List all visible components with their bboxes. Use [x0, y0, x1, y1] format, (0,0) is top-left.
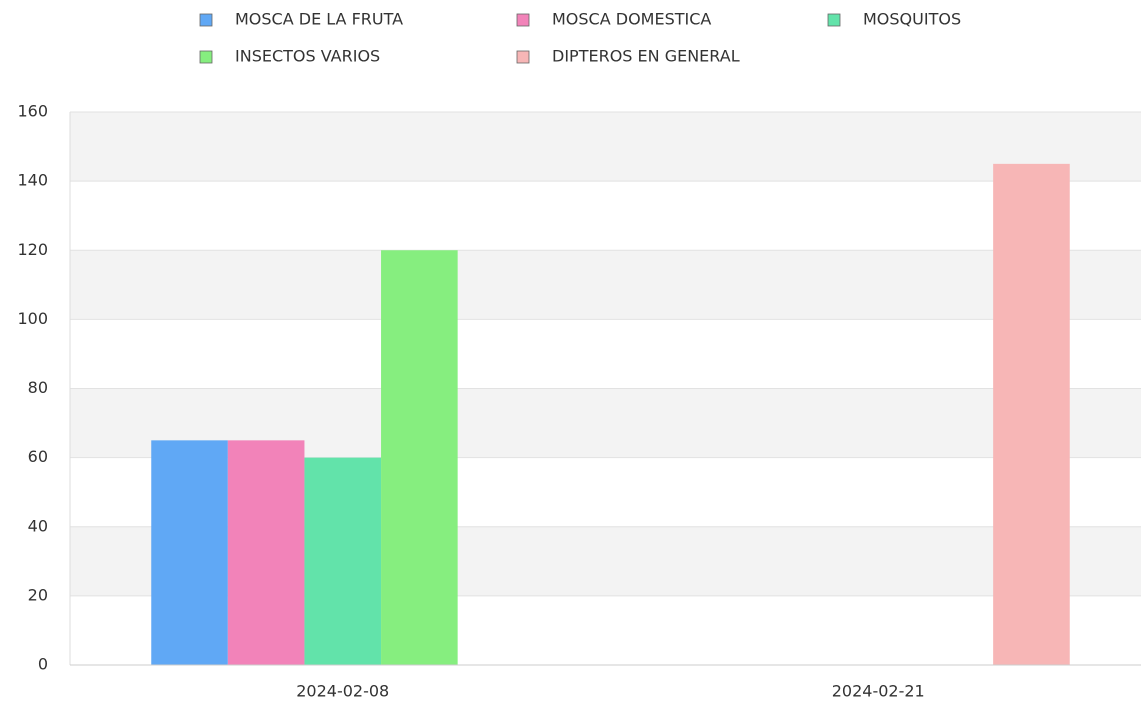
y-tick-label: 20 — [28, 585, 48, 604]
legend-swatch — [199, 13, 213, 27]
y-tick-label: 40 — [28, 516, 48, 535]
legend-swatch — [516, 13, 530, 27]
legend-swatch — [199, 50, 213, 64]
bar — [381, 250, 458, 665]
grid-band — [70, 112, 1141, 182]
y-tick-label: 60 — [28, 447, 48, 466]
legend-label: MOSCA DOMESTICA — [552, 10, 711, 29]
legend-swatch — [516, 50, 530, 64]
y-tick-label: 0 — [38, 655, 48, 674]
bar — [151, 440, 228, 665]
x-tick-label: 2024-02-08 — [296, 682, 389, 701]
bar — [993, 163, 1070, 665]
y-tick-label: 140 — [17, 171, 48, 190]
x-tick-label: 2024-02-21 — [832, 682, 925, 701]
legend-label: MOSQUITOS — [863, 10, 961, 29]
grid-band — [70, 250, 1141, 320]
bar — [227, 440, 305, 665]
legend-label: DIPTEROS EN GENERAL — [552, 47, 740, 66]
bar — [304, 457, 382, 665]
y-tick-label: 80 — [28, 378, 48, 397]
y-tick-label: 100 — [17, 309, 48, 328]
legend-label: INSECTOS VARIOS — [235, 47, 380, 66]
legend-label: MOSCA DE LA FRUTA — [235, 10, 403, 29]
y-tick-label: 120 — [17, 240, 48, 259]
y-tick-label: 160 — [17, 102, 48, 121]
legend-swatch — [827, 13, 841, 27]
